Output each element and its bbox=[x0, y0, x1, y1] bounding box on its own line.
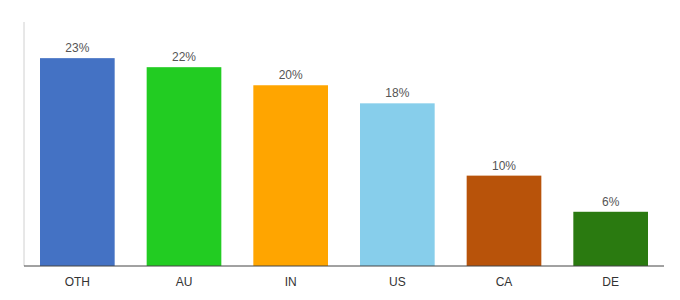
bar bbox=[573, 212, 648, 266]
x-axis-line bbox=[24, 266, 664, 267]
y-axis-line bbox=[24, 22, 25, 266]
bar bbox=[40, 58, 115, 266]
bar bbox=[360, 103, 435, 266]
data-label: 10% bbox=[492, 159, 516, 173]
bar bbox=[147, 67, 222, 266]
data-label: 22% bbox=[172, 50, 196, 64]
bars bbox=[40, 58, 648, 266]
bar bbox=[467, 176, 542, 266]
x-tick-label: CA bbox=[496, 275, 513, 289]
x-tick-label: AU bbox=[176, 275, 193, 289]
chart: 23% 22% 20% 18% 10% 6% OTH AU IN US CA DE bbox=[0, 0, 680, 300]
bar bbox=[253, 85, 328, 266]
data-label: 20% bbox=[279, 68, 303, 82]
data-label: 23% bbox=[65, 41, 89, 55]
chart-container: 23% 22% 20% 18% 10% 6% OTH AU IN US CA DE bbox=[0, 0, 680, 300]
x-tick-label: US bbox=[389, 275, 406, 289]
x-tick-label: IN bbox=[285, 275, 297, 289]
data-label: 18% bbox=[385, 86, 409, 100]
data-label: 6% bbox=[602, 195, 620, 209]
x-tick-label: OTH bbox=[65, 275, 90, 289]
x-tick-label: DE bbox=[602, 275, 619, 289]
